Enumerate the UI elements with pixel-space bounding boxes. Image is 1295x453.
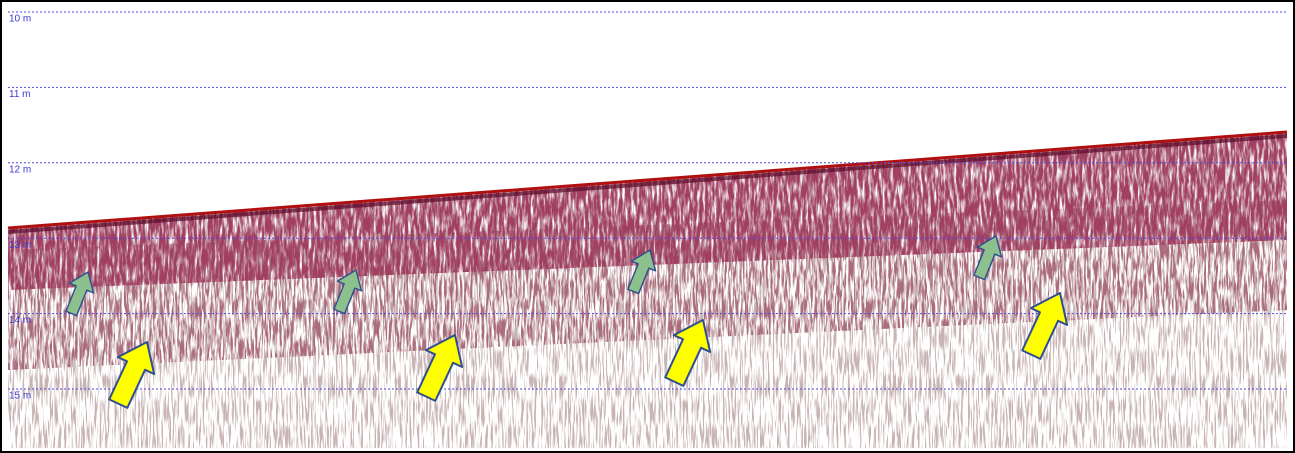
depth-label: 14 m <box>9 315 31 326</box>
depth-label: 12 m <box>9 164 31 175</box>
sub-bottom-profile: 10 m 11 m 12 m 13 m 14 m 15 m <box>0 0 1295 453</box>
depth-label: 11 m <box>9 89 31 100</box>
page: {"depth_labels": ["10 m", "11 m", "12 m"… <box>0 0 1295 453</box>
depth-label: 15 m <box>9 391 31 402</box>
depth-label: 13 m <box>9 240 31 251</box>
depth-label: 10 m <box>9 14 31 25</box>
